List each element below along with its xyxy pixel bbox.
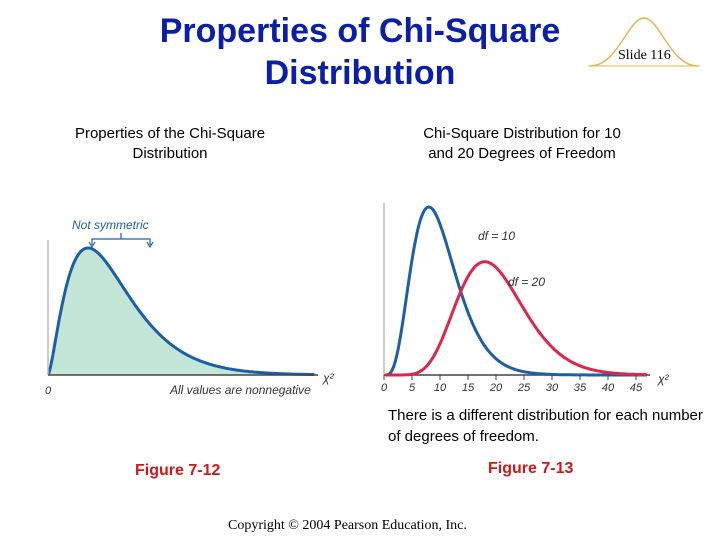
x-tick-label: 25 [517,382,531,394]
x-tick-label: 40 [602,382,615,394]
left-caption: Properties of the Chi-Square Distributio… [74,125,266,162]
series-line-df10 [384,205,647,377]
bracket-arrow-icon [88,241,154,249]
right-chart: 0 5 10 15 20 25 30 35 40 45 df = 10 df = 20 χ² [381,203,670,394]
series-label-df10: df = 10 [478,229,515,243]
x-tick-label: 0 [381,382,388,394]
x-tick-label: 30 [546,382,559,394]
left-figure: Not symmetric 0 All values are nonnegati… [45,218,335,397]
slide-title: Properties of Chi-Square Distribution [120,10,600,94]
x-tick-label: 20 [489,382,503,394]
series-label-df20: df = 20 [508,275,545,289]
x-tick-label: 10 [434,382,447,394]
left-curve [47,246,315,376]
slide-number: Slide 116 [618,48,671,63]
copyright: Copyright © 2004 Pearson Education, Inc. [228,518,467,533]
left-axis-symbol: χ² [322,371,335,385]
right-caption-line2: and 20 Degrees of Freedom [428,145,616,162]
left-curve-area [48,248,315,375]
x-tick-label: 45 [630,382,643,394]
x-tick-label: 5 [409,382,416,394]
series-line-df20 [385,260,648,377]
figure-left-label: Figure 7-12 [135,462,221,479]
bracket-icon [91,233,151,245]
left-annotation-bottom: All values are nonnegative [169,383,311,397]
note-text: There is a different distribution for ea… [388,407,703,445]
right-axis-label: χ² [657,372,670,386]
x-tick-label: 15 [462,382,475,394]
figure-right-label: Figure 7-13 [488,460,574,477]
right-caption-line1: Chi-Square Distribution for 10 [423,125,621,142]
right-caption: Chi-Square Distribution for 10 and 20 De… [372,124,672,164]
slide-title-line1: Properties of Chi-Square [159,12,561,50]
bell-curve-icon [588,17,700,67]
slide-title-line2: Distribution [264,54,456,92]
x-tick-label: 35 [574,382,587,394]
left-origin-label: 0 [45,385,52,397]
left-annotation-top: Not symmetric [72,218,149,232]
